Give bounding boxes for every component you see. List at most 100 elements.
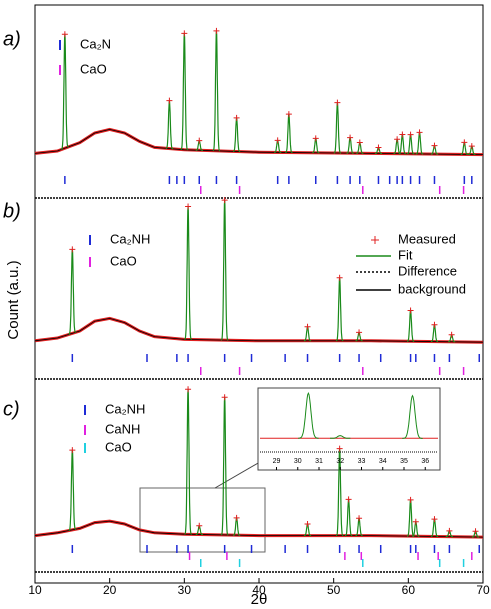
measured-point	[69, 447, 76, 454]
legend-label: Ca₂NH	[110, 231, 150, 246]
fit-peak	[406, 499, 415, 537]
measured-point	[345, 496, 352, 503]
measured-point	[446, 527, 453, 534]
inset-tick-label: 33	[358, 458, 366, 465]
fit-peak	[68, 450, 76, 532]
measured-point	[181, 30, 188, 37]
measured-point	[233, 114, 240, 121]
x-axis-title: 2θ	[251, 591, 268, 608]
measured-point	[69, 246, 76, 253]
x-tick-label: 70	[476, 583, 490, 597]
inset-tick-label: 30	[294, 458, 302, 465]
panel-label: c)	[3, 398, 20, 420]
inset-tick-label: 29	[273, 458, 281, 465]
fit-peak	[333, 102, 342, 154]
y-axis-title: Count (a.u.)	[5, 260, 22, 339]
fit-peak	[220, 397, 229, 536]
legend-label: Difference	[398, 263, 457, 278]
measured-background	[34, 127, 484, 157]
background-line	[34, 128, 484, 155]
inset-fit-peak	[330, 435, 351, 439]
measured-point	[347, 134, 354, 141]
measured-point	[285, 111, 292, 118]
measured-point	[304, 323, 311, 330]
fit-peak	[68, 249, 76, 335]
legend-label: Fit	[398, 247, 413, 262]
measured-point	[213, 27, 220, 34]
legend-symbol	[371, 236, 379, 244]
x-tick-label: 40	[252, 583, 266, 597]
measured-point	[196, 137, 203, 144]
measured-point	[468, 143, 475, 150]
measured-point	[461, 139, 468, 146]
measured-point	[356, 515, 363, 522]
measured-point	[274, 137, 281, 144]
legend-label: CaO	[105, 439, 132, 454]
legend-label: CaO	[80, 61, 107, 76]
measured-point	[412, 518, 419, 525]
measured-point	[221, 197, 228, 204]
measured-point	[431, 321, 438, 328]
measured-point	[304, 521, 311, 528]
fit-peak	[165, 100, 174, 150]
measured-point	[166, 97, 173, 104]
measured-point	[431, 142, 438, 149]
fit-peak	[184, 206, 192, 341]
inset-frame	[257, 387, 441, 471]
x-tick-label: 50	[327, 583, 341, 597]
legend-label: CaO	[110, 253, 137, 268]
measured-point	[399, 131, 406, 138]
measured-point	[407, 131, 414, 138]
x-tick-label: 20	[103, 583, 117, 597]
panel-label: a)	[3, 28, 21, 50]
measured-point	[196, 522, 203, 529]
measured-background	[34, 316, 484, 344]
panel-label: b)	[3, 200, 21, 222]
measured-point	[431, 516, 438, 523]
zoom-box	[139, 487, 266, 553]
inset-tick-label: 31	[315, 458, 323, 465]
fit-peak	[335, 277, 344, 342]
fit-peak	[61, 34, 69, 151]
measured-point	[185, 203, 192, 210]
legend-label: Measured	[398, 231, 456, 246]
measured-point	[407, 307, 414, 314]
measured-point	[312, 135, 319, 142]
x-tick-label: 60	[402, 583, 416, 597]
x-tick-label: 10	[28, 583, 42, 597]
fit-peak	[220, 200, 229, 341]
measured-point	[336, 274, 343, 281]
measured-point	[334, 99, 341, 106]
x-tick-label: 30	[178, 583, 192, 597]
legend-label: Ca₂N	[80, 36, 111, 51]
measured-point	[416, 129, 423, 136]
fit-peak	[285, 113, 293, 154]
measured-point	[336, 445, 343, 452]
legend-label: background	[398, 281, 466, 296]
background-line	[34, 317, 484, 343]
measured-point	[356, 329, 363, 336]
measured-point	[394, 136, 401, 143]
measured-point	[448, 331, 455, 338]
fit-peak	[415, 130, 424, 155]
inset-fit-peak	[402, 394, 423, 439]
fit-peak	[184, 389, 192, 535]
fit-peak	[232, 117, 241, 153]
measured-point	[375, 144, 382, 151]
measured-point	[185, 386, 192, 393]
inset-tick-label: 35	[400, 458, 408, 465]
measured-point	[472, 528, 479, 535]
measured-point	[356, 139, 363, 146]
fit-peak	[345, 499, 353, 537]
inset-fit-peak	[298, 392, 319, 439]
legend-label: Ca₂NH	[105, 401, 145, 416]
inset-tick-label: 36	[421, 458, 429, 465]
measured-point	[407, 496, 414, 503]
fit-peak	[407, 308, 415, 342]
measured-point	[61, 31, 68, 38]
inset-tick-label: 34	[379, 458, 387, 465]
measured-point	[233, 514, 240, 521]
background-line	[34, 520, 484, 538]
legend-label: CaNH	[105, 421, 140, 436]
